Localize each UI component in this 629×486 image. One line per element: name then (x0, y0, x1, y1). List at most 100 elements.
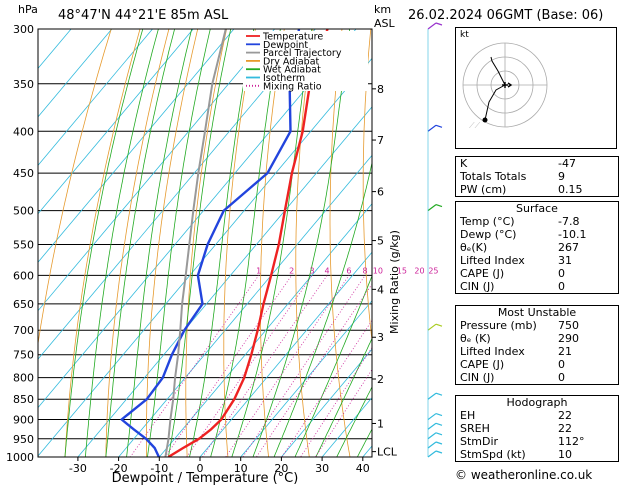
wet-adiabat-line (146, 29, 211, 457)
isotherm-line (77, 106, 372, 457)
hodograph-row: StmDir 112° (460, 435, 585, 448)
isotherm-line (38, 29, 235, 263)
hodograph-row: EH 22 (460, 409, 572, 422)
km-tick-label: 2 (377, 373, 384, 386)
hpa-label: hPa (18, 3, 38, 16)
most-unstable-row: Lifted Index 21 (460, 345, 572, 358)
surface-row: Dewp (°C) -10.1 (460, 228, 587, 241)
mixing-ratio-label: 8 (363, 266, 368, 275)
legend-label: Temperature (262, 32, 323, 43)
indices-table: K -47 Totals Totals 9 PW (cm) 0.15 (455, 156, 619, 197)
dry-adiabat-line (259, 29, 285, 457)
x-tick-label: -10 (150, 462, 168, 475)
mixing-ratio-line (300, 346, 372, 457)
wet-adiabat-line (273, 161, 372, 457)
legend-label: Dry Adiabat (263, 56, 320, 67)
surface-row: CIN (J) 0 (460, 280, 565, 293)
hodograph-end-marker (482, 117, 488, 123)
dry-adiabat-line (145, 29, 199, 457)
pressure-tick-label: 800 (13, 372, 34, 385)
plot-frame (37, 28, 373, 458)
wind-barb (427, 22, 443, 30)
index-row: PW (cm) 0.15 (460, 183, 583, 196)
mixing-ratio-line (242, 275, 366, 457)
surface-row: Lifted Index 31 (460, 254, 572, 267)
isotherm-line (38, 29, 153, 166)
x-tick-label: 10 (234, 462, 248, 475)
most-unstable-table: Most Unstable Pressure (mb) 750 θₑ (K) 290… (455, 305, 619, 385)
hodograph-kt-label: kt (460, 30, 469, 40)
wet-adiabat-line (210, 29, 281, 457)
wet-adiabat-line (252, 29, 351, 457)
x-tick-label: 40 (356, 462, 370, 475)
dry-adiabat-line (38, 29, 112, 347)
isotherm-line (38, 29, 357, 409)
dewpoint-curve (120, 29, 301, 457)
surface-row: Temp (°C) -7.8 (460, 215, 580, 228)
isotherm-line (240, 300, 372, 457)
legend-box (243, 31, 368, 91)
wet-adiabat-line (315, 337, 372, 457)
km-tick-label: 5 (377, 235, 384, 248)
wet-adiabat-line (189, 29, 255, 457)
copyright-link[interactable]: © weatheronline.co.uk (455, 468, 593, 482)
most-unstable-row: CIN (J) 0 (460, 371, 565, 384)
isotherm-line (281, 348, 372, 457)
pressure-tick-label: 900 (13, 414, 34, 427)
pressure-tick-label: 300 (13, 23, 34, 36)
wind-barb (427, 124, 443, 132)
y-axis-label: Mixing Ratio (g/kg) (388, 230, 401, 334)
dry-adiabat-line (185, 29, 228, 457)
surface-row: CAPE (J) 0 (460, 267, 565, 280)
mixing-ratio-line (164, 275, 293, 457)
isotherm-line (158, 203, 372, 457)
x-tick-label: -20 (110, 462, 128, 475)
isotherm-line (38, 29, 275, 312)
km-tick-label: 6 (377, 186, 384, 199)
x-tick-label: -30 (69, 462, 87, 475)
mixing-ratio-label: 25 (428, 266, 438, 275)
pressure-tick-label: 350 (13, 78, 34, 91)
mixing-ratio-label: 4 (325, 266, 330, 275)
dry-adiabat-line (64, 29, 141, 457)
mixing-ratio-line (281, 319, 372, 457)
mixing-ratio-line (255, 283, 372, 457)
mixing-ratio-line (129, 275, 260, 457)
mixing-ratio-label: 1 (256, 266, 261, 275)
dry-adiabat-line (223, 29, 256, 457)
x-axis-label: Dewpoint / Temperature (°C) (112, 471, 299, 486)
dry-adiabat-line (295, 29, 314, 457)
pressure-tick-label: 750 (13, 349, 34, 362)
wet-adiabat-line (84, 29, 159, 457)
wind-barb (427, 441, 443, 449)
asl-label: ASL (374, 17, 395, 30)
isotherm-line (118, 154, 372, 457)
dry-adiabat-line (362, 29, 372, 344)
wet-adiabat-line (64, 29, 144, 457)
most-unstable-row: CAPE (J) 0 (460, 358, 565, 371)
km-tick-label: LCL (377, 446, 398, 459)
hodograph-row: StmSpd (kt) 10 (460, 448, 572, 461)
temperature-curve (167, 29, 329, 457)
hodograph-table: Hodograph EH 22 SREH 22 StmDir 112° StmSpd … (455, 395, 619, 462)
pressure-tick-label: 1000 (6, 451, 34, 464)
mixing-ratio-label: 2 (289, 266, 294, 275)
wind-barb (427, 204, 443, 212)
most-unstable-title: Most Unstable (497, 306, 577, 319)
pressure-tick-label: 500 (13, 205, 34, 218)
wind-barb (427, 450, 443, 458)
wet-adiabat-line (167, 29, 232, 457)
legend-label: Parcel Trajectory (263, 48, 342, 59)
wind-barb (427, 432, 443, 440)
dry-adiabat-line (105, 29, 170, 457)
mixing-ratio-line (315, 368, 372, 457)
storm-motion-marker (502, 82, 513, 88)
hodograph-title: Hodograph (506, 396, 568, 409)
surface-table: Surface Temp (°C) -7.8 Dewp (°C) -10.1 θₑ(… (455, 201, 619, 294)
mixing-ratio-label: 10 (373, 266, 383, 275)
isotherm-line (38, 29, 72, 70)
svg-text:⟋⟋: ⟋⟋ (469, 121, 481, 130)
parcel-trajectory-curve (164, 29, 227, 457)
